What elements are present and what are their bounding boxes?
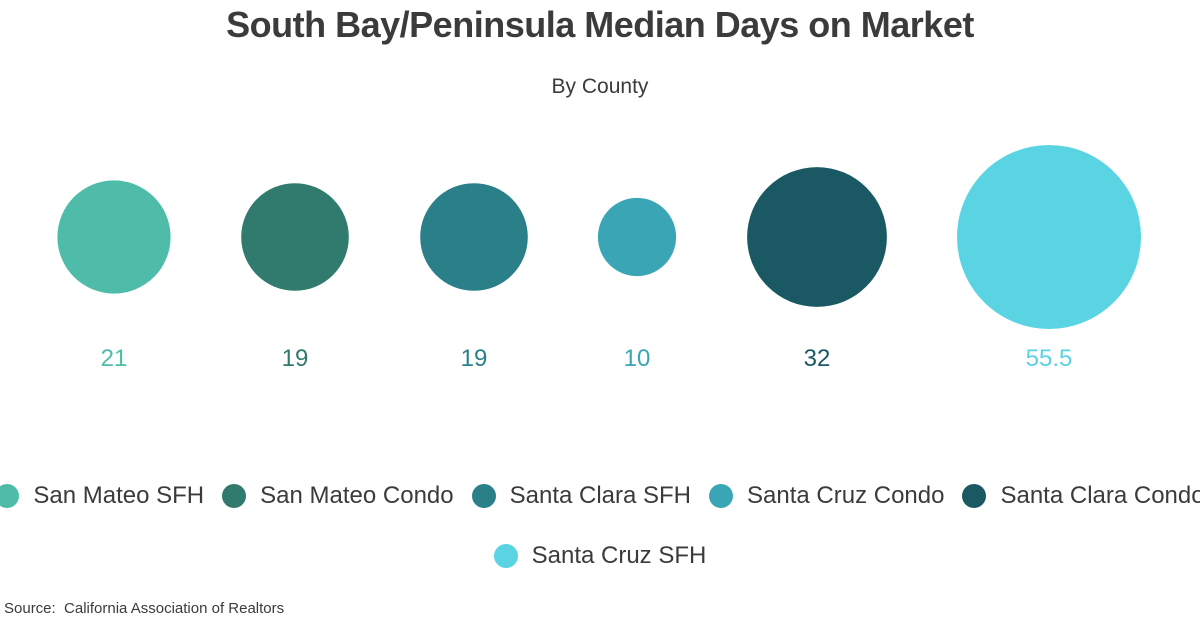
bubble-chart: 21 19 19 10 32 55.5	[57, 145, 1141, 372]
legend-item: Santa Clara SFH	[471, 482, 692, 510]
legend-swatch	[222, 484, 247, 508]
bubble-1	[241, 183, 349, 291]
legend-swatch	[709, 484, 734, 508]
bubble-5	[957, 145, 1141, 329]
legend-row-1: San Mateo SFH San Mateo Condo Santa Clara …	[0, 482, 1200, 510]
legend-label: Santa Clara SFH	[509, 482, 692, 509]
value-label-4: 32	[804, 345, 831, 372]
value-label-0: 21	[101, 345, 128, 372]
legend-item: Santa Cruz SFH	[493, 542, 707, 570]
bubble-0	[57, 180, 171, 294]
legend-swatch	[0, 484, 20, 508]
legend-item: Santa Cruz Condo	[709, 482, 944, 510]
legend-label: Santa Cruz SFH	[531, 542, 707, 569]
legend-swatch	[493, 544, 518, 568]
legend-label: San Mateo SFH	[33, 482, 205, 509]
value-label-3: 10	[624, 345, 651, 372]
chart-subtitle: By County	[551, 75, 649, 98]
legend-row-2: Santa Cruz SFH	[0, 542, 1200, 570]
value-label-2: 19	[461, 345, 488, 372]
legend-label: San Mateo Condo	[260, 482, 454, 509]
legend-item: Santa Clara Condo	[962, 482, 1200, 510]
legend-swatch	[471, 484, 496, 508]
legend-swatch	[962, 484, 987, 508]
legend-label: Santa Clara Condo	[1000, 482, 1200, 509]
legend-label: Santa Cruz Condo	[747, 482, 945, 509]
value-label-5: 55.5	[1026, 345, 1073, 372]
chart-title: South Bay/Peninsula Median Days on Marke…	[226, 4, 974, 45]
bubble-3	[597, 197, 677, 277]
bubble-2	[420, 183, 528, 291]
legend-item: San Mateo SFH	[0, 482, 204, 510]
value-label-1: 19	[282, 345, 309, 372]
legend-item: San Mateo Condo	[222, 482, 454, 510]
bubble-4	[747, 167, 887, 307]
source-note: Source: California Association of Realto…	[4, 600, 285, 617]
